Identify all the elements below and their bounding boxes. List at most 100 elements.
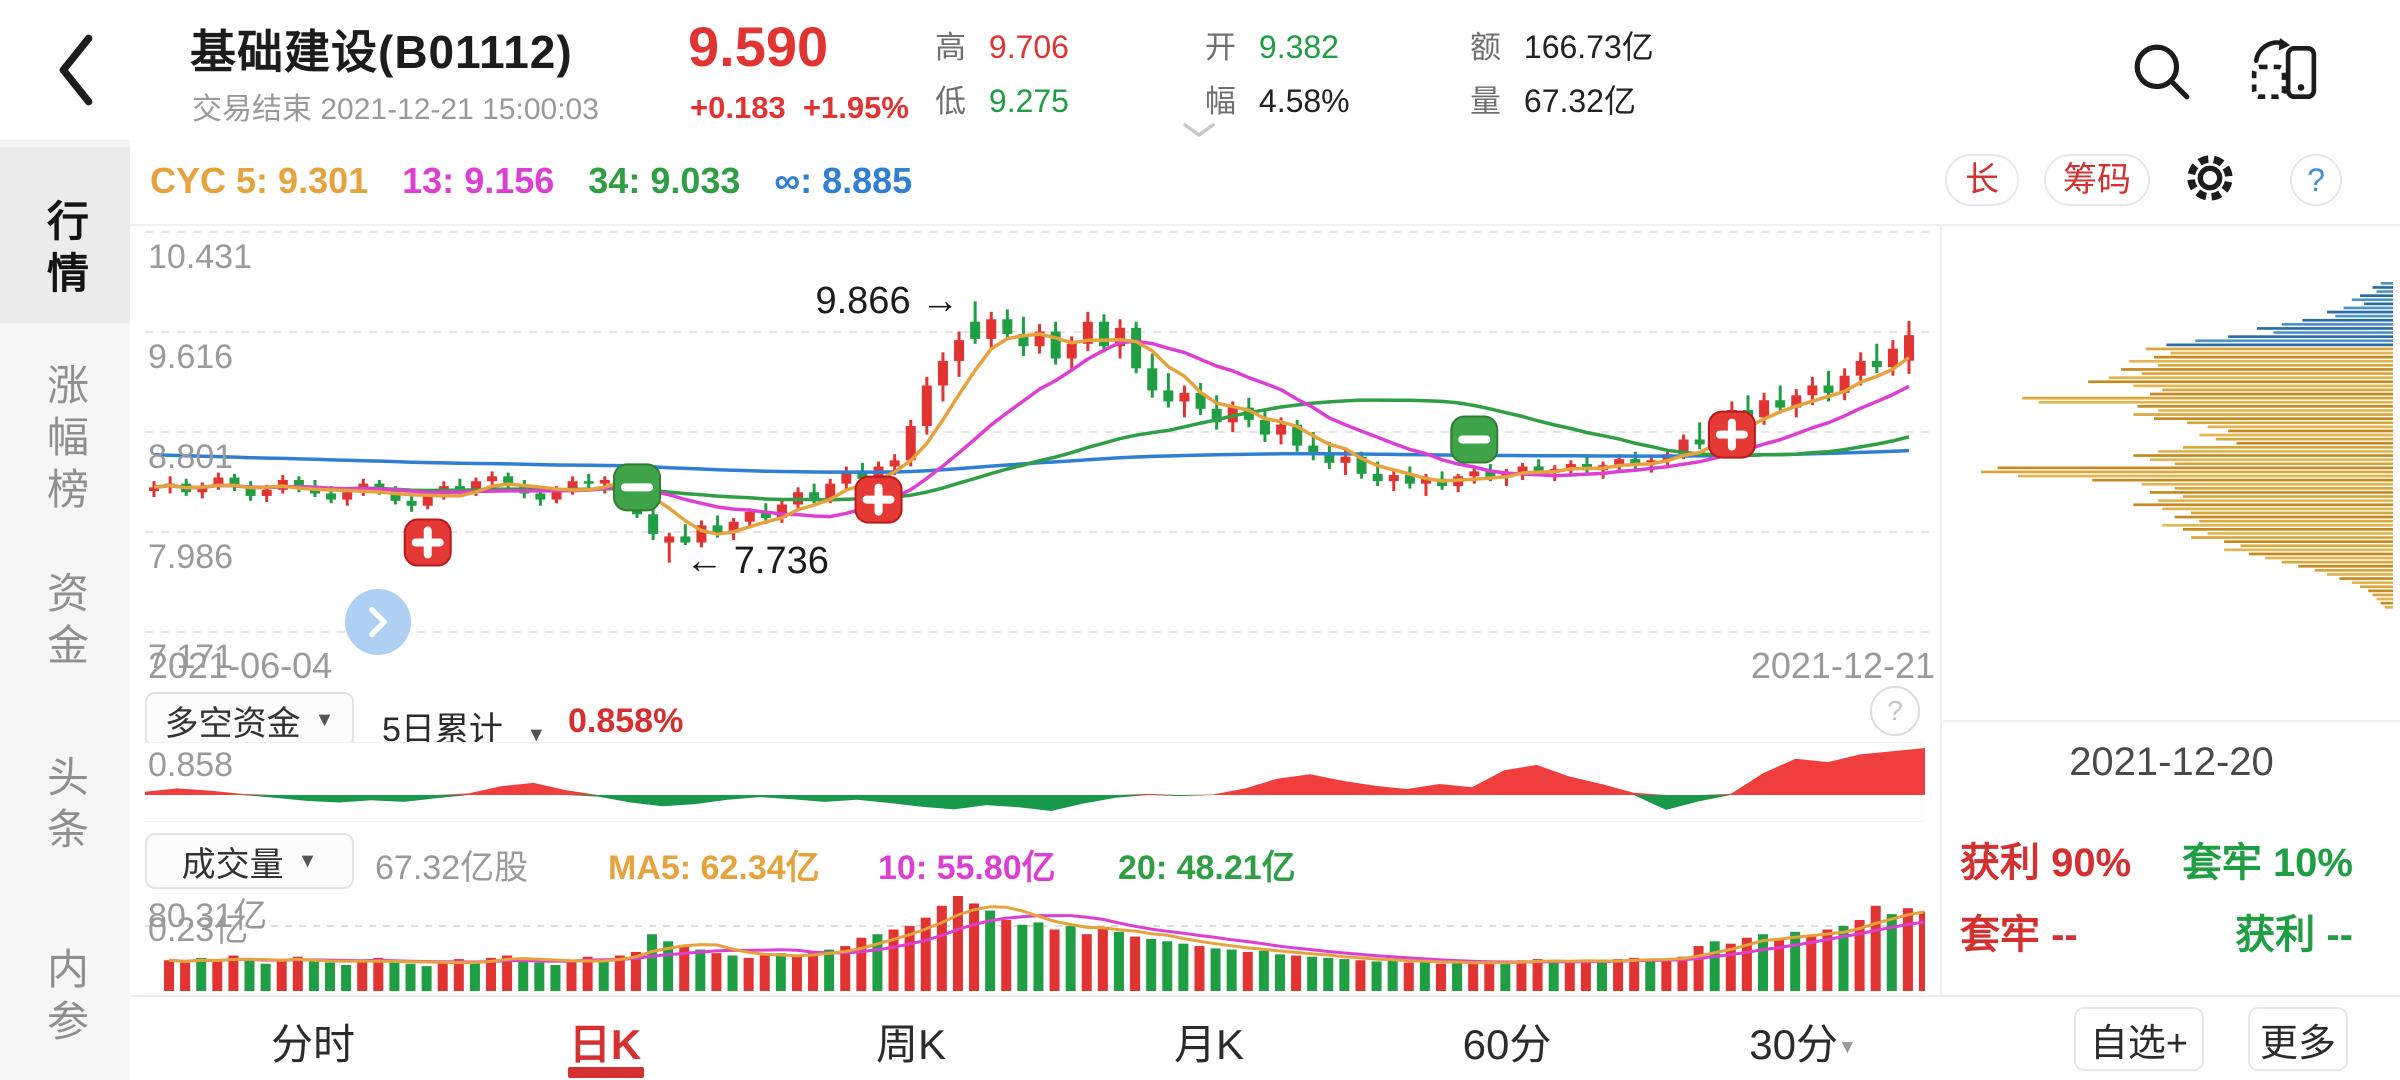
add-watchlist-button[interactable]: 自选+ [2074,1007,2204,1071]
sidebar-item-quotes[interactable]: 行情 [0,199,130,303]
sidebar-item-label: 涨幅榜 [41,363,89,519]
caret-down-icon: ▼ [314,708,335,731]
divider [130,224,2400,226]
back-button[interactable] [52,32,100,108]
sidebar-item-label: 资金 [41,571,89,675]
stat-low-value: 9.275 [988,83,1069,119]
sidebar-item-label: 头条 [41,755,89,859]
stat-open-label: 开 [1205,30,1236,65]
stat-low: 低 9.275 [935,76,1069,121]
tab-intraday[interactable]: 分时 [270,1021,355,1068]
tab-30min[interactable]: 30分▼ [1713,1011,1893,1072]
cyc5-label: CYC 5: [150,160,269,201]
search-button[interactable] [2130,40,2192,102]
volume-ma10-label: 10: 55.80亿 [878,849,1056,887]
cyc-inf-readout: ∞: 8.885 [774,160,912,202]
buy-signal-badge[interactable] [1707,410,1756,459]
volume-select-label: 成交量 [181,845,284,884]
cyc-inf-value: 8.885 [822,160,913,201]
indicator-select[interactable]: 多空资金 ▼ [145,692,354,748]
settings-button[interactable] [2182,150,2238,206]
caret-down-icon: ▼ [526,724,547,746]
rotate-screen-button[interactable] [2248,36,2320,106]
y-axis-label: 10.431 [148,238,252,276]
chip-date: 2021-12-20 [2069,740,2274,784]
stat-high-label: 高 [935,30,966,65]
volume-select[interactable]: 成交量 ▼ [145,833,354,889]
stock-title: 基础建设(B01112) [190,26,573,78]
volume-chart[interactable] [145,888,1925,994]
current-price: 9.590 [688,15,829,78]
cyc34-value: 9.033 [650,160,741,201]
sidebar-item-funds[interactable]: 资金 [0,571,130,675]
help-button[interactable]: ? [2290,154,2342,206]
caret-down-icon: ▼ [1837,1037,1857,1058]
cyc13-label: 13: [402,160,455,201]
tab-60min[interactable]: 60分 [1462,1021,1552,1068]
chip-trapped-alt: 套牢 -- [1960,913,2078,957]
stat-low-label: 低 [935,84,966,119]
y-axis-label: 9.616 [148,338,234,376]
period-tabbar: 分时 日K 周K 月K 60分 30分▼ 自选+ 更多 [130,995,2400,1080]
stat-high-value: 9.706 [988,29,1069,65]
chip-distribution-button[interactable]: 筹码 [2044,154,2150,206]
sidebar-item-headlines[interactable]: 头条 [0,755,130,859]
indicator-value: 0.858% [568,702,684,740]
gear-icon [2187,155,2233,201]
active-tab-underline [568,1067,644,1078]
price-change: +0.183 +1.95% [690,90,909,126]
chip-profit-alt: 获利 -- [2235,913,2353,957]
y-axis-label: 7.171 [148,638,234,676]
tab-30min-label: 30分 [1749,1021,1838,1068]
rotate-screen-icon [2251,38,2317,100]
volume-current: 67.32亿股 [375,849,529,887]
chart-end-date: 2021-12-21 [1750,645,1935,686]
cyc34-label: 34: [588,160,641,201]
change-value: +0.183 [690,90,786,125]
low-annotation: ← 7.736 [685,540,829,582]
indicator-axis-label: 0.858 [148,746,234,784]
stat-volume-label: 量 [1470,84,1501,119]
buy-signal-badge[interactable] [403,518,452,567]
stat-volume-value: 67.32亿 [1523,83,1636,119]
sell-signal-badge[interactable] [613,463,662,512]
candlestick-chart[interactable]: 9.866 → ← 7.736 [130,225,1940,685]
volume-min-label: 0.23亿 [148,911,249,949]
sell-signal-badge[interactable] [1450,415,1499,464]
sidebar-item-gainers[interactable]: 涨幅榜 [0,363,130,519]
bull-bear-funds-chart[interactable] [145,742,1925,822]
sidebar-item-label: 内参 [41,947,89,1051]
stat-amplitude-label: 幅 [1205,84,1236,119]
chevron-down-icon [1183,123,1215,138]
tab-monthly[interactable]: 月K [1173,1021,1244,1068]
cyc13-value: 9.156 [464,160,555,201]
stat-amplitude: 幅 4.58% [1205,76,1350,121]
change-percent: +1.95% [802,90,909,125]
more-button[interactable]: 更多 [2248,1007,2348,1071]
cyc5-value: 9.301 [278,160,369,201]
divider [1940,225,1942,995]
divider [1943,720,2400,722]
chip-profit-ratio: 获利 90% [1960,841,2132,885]
chip-distribution-chart[interactable] [1943,280,2398,720]
buy-signal-badge[interactable] [854,475,903,524]
high-annotation: 9.866 → [815,280,959,322]
long-period-button[interactable]: 长 [1945,154,2019,206]
sidebar-item-insider[interactable]: 内参 [0,947,130,1051]
volume-ma5-label: MA5: 62.34亿 [608,849,820,887]
tab-weekly[interactable]: 周K [875,1021,946,1068]
stat-turnover: 额 166.73亿 [1470,22,1654,68]
stat-amplitude-value: 4.58% [1258,83,1350,119]
cyc13-readout: 13: 9.156 [402,160,554,202]
cyc5-readout: CYC 5: 9.301 [150,160,368,202]
tab-daily[interactable]: 日K [568,1021,642,1068]
trade-status: 交易结束 2021-12-21 15:00:03 [192,93,599,126]
sidebar-active-highlight [0,147,130,323]
question-icon: ? [1887,695,1903,726]
expand-quote-button[interactable] [1182,122,1216,138]
indicator-help-button[interactable]: ? [1870,686,1920,736]
stat-turnover-value: 166.73亿 [1523,29,1654,65]
scroll-right-button[interactable] [345,589,411,655]
volume-ma20-label: 20: 48.21亿 [1118,849,1296,887]
